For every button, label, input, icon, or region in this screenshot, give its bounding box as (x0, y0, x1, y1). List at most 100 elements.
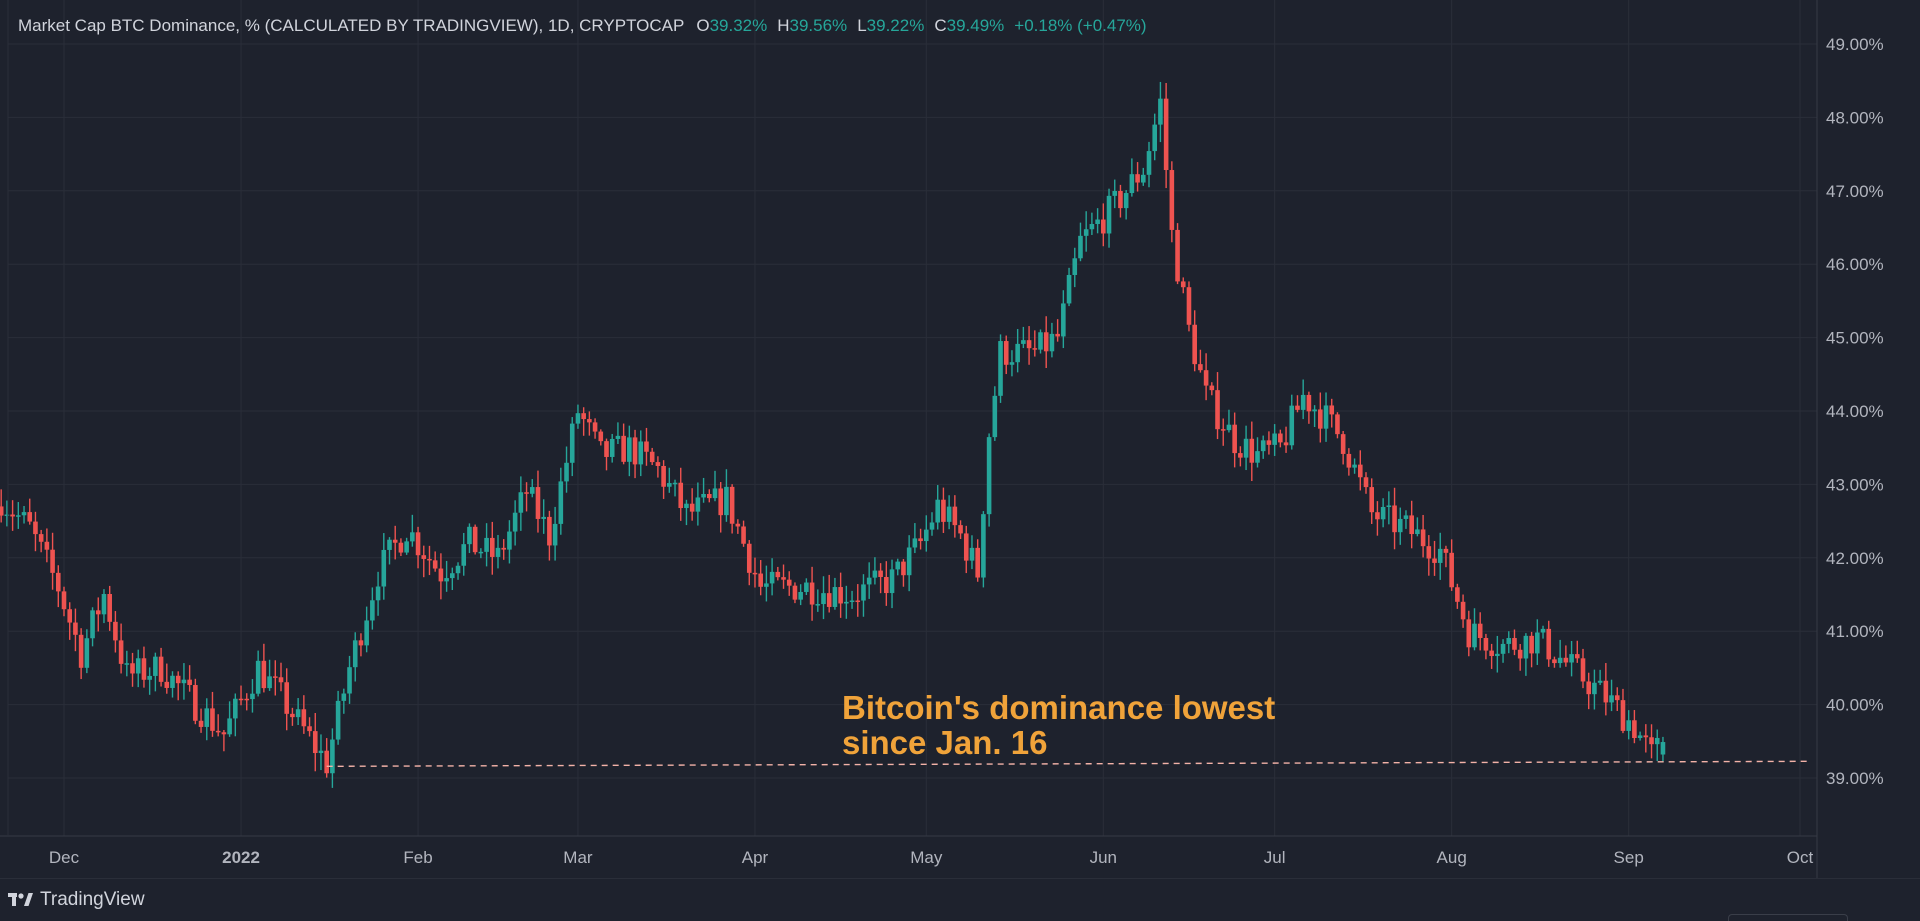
candle-body (981, 514, 986, 578)
candle-body (478, 551, 484, 554)
x-tick-label: Sep (1614, 848, 1644, 867)
candle-body (644, 441, 649, 452)
candle-body (215, 730, 221, 733)
candle-body (284, 682, 290, 714)
candle-body (655, 462, 661, 466)
candle-body (450, 573, 455, 579)
candle-body (307, 726, 312, 732)
candle-body (427, 558, 432, 561)
candle-body (1066, 274, 1072, 304)
candle-body (587, 419, 592, 423)
candle-body (1455, 587, 1460, 602)
candle-body (889, 569, 895, 594)
candle-body (324, 750, 329, 774)
candle-body (312, 731, 318, 754)
tradingview-logo[interactable]: TradingView (8, 889, 145, 911)
candle-body (4, 514, 10, 517)
candle-body (432, 560, 438, 569)
y-tick-label: 41.00% (1826, 622, 1884, 641)
y-tick-label: 43.00% (1826, 475, 1884, 494)
candle-body (1592, 682, 1597, 695)
symbol-header: Market Cap BTC Dominance, % (CALCULATED … (18, 14, 1147, 38)
candle-body (1357, 464, 1363, 478)
candle-body (1609, 695, 1614, 703)
candle-body (1375, 512, 1380, 520)
candle-body (78, 634, 84, 668)
candle-body (364, 620, 369, 646)
candle-body (838, 587, 843, 604)
candle-body (341, 693, 347, 701)
candle-body (815, 604, 821, 606)
candle-body (855, 600, 861, 603)
price-chart[interactable]: 39.00% 40.00% 41.00% 42.00% 43.00% 44.00% 45.0… (0, 0, 1920, 878)
candle-body (741, 526, 746, 544)
candle-body (421, 555, 427, 559)
candle-body (821, 593, 826, 605)
candle-body (1403, 515, 1409, 519)
candle-body (1506, 638, 1512, 644)
candle-body (175, 675, 181, 684)
candle-body (1295, 405, 1300, 410)
candle-body (444, 578, 449, 582)
y-tick-label: 46.00% (1826, 255, 1884, 274)
candle-body (1626, 720, 1631, 731)
candle-body (1483, 637, 1489, 651)
candle-body (130, 663, 135, 674)
candle-body (689, 503, 695, 512)
candle-body (1563, 657, 1569, 663)
candle-body (1426, 546, 1432, 559)
candle-body (695, 497, 701, 512)
candle-body (1603, 680, 1609, 703)
candle-body (661, 465, 666, 487)
candle-body (181, 679, 187, 684)
candle-body (638, 441, 644, 465)
candle-body (1112, 191, 1118, 196)
candle-body (1500, 643, 1506, 654)
candle-body (55, 572, 61, 592)
candle-body (592, 422, 598, 432)
candle-body (16, 515, 21, 517)
candle-body (50, 549, 55, 573)
candle-body (1660, 742, 1666, 755)
candle-body (901, 561, 906, 576)
candle-body (598, 431, 604, 442)
candle-body (0, 506, 4, 516)
candle-body (90, 610, 95, 639)
candle-body (278, 677, 284, 683)
candle-body (1586, 681, 1592, 695)
candle-body (1192, 324, 1197, 365)
candle-body (1477, 623, 1483, 638)
candle-body (552, 523, 558, 546)
y-tick-label: 45.00% (1826, 329, 1884, 348)
candle-body (1489, 650, 1494, 657)
candle-body (1620, 700, 1626, 731)
candle-body (381, 549, 387, 587)
candle-body (1101, 219, 1106, 234)
candle-body (535, 487, 541, 519)
candle-body (804, 582, 809, 592)
candle-body (923, 529, 929, 542)
candle-body (301, 709, 307, 727)
candle-body (878, 570, 883, 578)
candle-body (1346, 453, 1352, 468)
low-label: L (857, 16, 867, 35)
candle-body (1083, 229, 1089, 236)
candle-body (866, 577, 872, 585)
candle-body (701, 493, 706, 498)
candle-body (392, 539, 398, 543)
candle-body (330, 739, 335, 774)
candle-body (1249, 438, 1255, 463)
candle-body (1318, 409, 1323, 429)
candle-body (267, 676, 272, 689)
y-tick-label: 49.00% (1826, 35, 1884, 54)
candle-body (1546, 628, 1552, 660)
candle-body (615, 435, 621, 439)
candle-body (627, 437, 632, 462)
candle-body (489, 537, 495, 557)
candle-body (575, 413, 581, 424)
candle-body (581, 413, 586, 420)
candle-body (238, 698, 244, 701)
candle-body (798, 591, 803, 600)
candle-body (1597, 680, 1603, 683)
candle-body (198, 720, 204, 727)
